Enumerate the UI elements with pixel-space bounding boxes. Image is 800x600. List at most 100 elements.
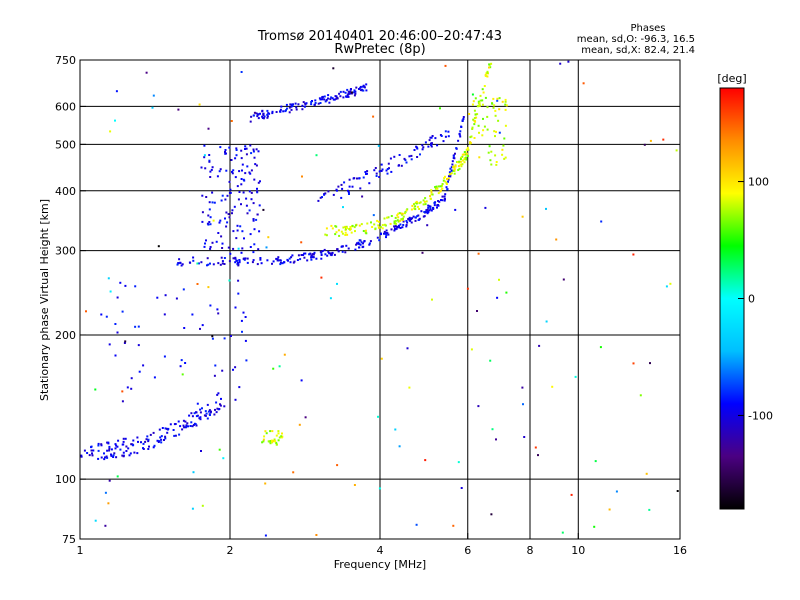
data-point: [358, 239, 361, 242]
data-point: [116, 331, 119, 334]
data-point: [114, 443, 117, 446]
data-point: [359, 243, 362, 246]
data-point: [199, 327, 201, 330]
data-point: [442, 179, 445, 182]
data-point: [298, 423, 301, 426]
data-point: [466, 287, 469, 290]
data-point: [116, 475, 119, 478]
data-point: [344, 234, 347, 236]
data-point: [204, 242, 206, 245]
data-point: [121, 310, 124, 313]
data-point: [327, 94, 330, 97]
data-point: [447, 180, 449, 183]
data-point: [362, 176, 365, 179]
data-point: [327, 190, 330, 193]
data-point: [215, 240, 218, 243]
data-point: [181, 373, 184, 376]
data-point: [450, 169, 453, 172]
data-point: [457, 161, 459, 164]
data-point: [454, 165, 457, 168]
data-point: [376, 236, 379, 239]
data-point: [396, 219, 399, 222]
data-point: [632, 362, 635, 365]
data-point: [324, 253, 327, 256]
data-point: [281, 432, 283, 435]
data-point: [260, 262, 263, 265]
data-point: [455, 147, 458, 150]
data-point: [211, 166, 214, 169]
data-point: [252, 150, 255, 153]
data-point: [349, 226, 352, 228]
data-point: [416, 215, 419, 218]
data-point: [387, 162, 390, 165]
data-point: [469, 142, 471, 145]
data-point: [179, 365, 182, 368]
data-point: [418, 217, 421, 220]
data-point: [444, 193, 447, 196]
data-point: [177, 420, 180, 423]
data-point: [257, 181, 260, 184]
data-point: [185, 425, 188, 428]
data-point: [121, 400, 124, 403]
data-point: [191, 507, 194, 510]
data-point: [574, 375, 577, 378]
data-point: [461, 155, 464, 158]
data-point: [401, 219, 404, 222]
data-point: [522, 403, 524, 406]
data-point: [582, 82, 585, 85]
data-point: [136, 436, 139, 439]
data-point: [112, 456, 115, 458]
data-point: [210, 168, 213, 171]
data-point: [274, 440, 277, 443]
data-point: [345, 227, 348, 230]
data-point: [213, 201, 216, 204]
data-point: [208, 159, 211, 162]
data-point: [147, 440, 150, 443]
data-point: [218, 448, 221, 451]
data-point: [217, 232, 220, 234]
data-point: [501, 100, 504, 103]
data-point: [429, 207, 432, 210]
data-point: [423, 211, 426, 213]
data-point: [167, 427, 170, 430]
data-point: [363, 240, 366, 242]
data-point: [252, 148, 255, 151]
data-point: [169, 423, 172, 426]
data-point: [277, 432, 280, 435]
data-point: [218, 170, 221, 173]
data-point: [197, 262, 200, 265]
data-point: [216, 308, 219, 311]
data-point: [107, 502, 110, 505]
data-point: [109, 130, 112, 133]
data-point: [314, 99, 317, 102]
data-point: [561, 531, 564, 534]
data-point: [290, 108, 293, 111]
data-point: [272, 260, 275, 263]
data-point: [378, 226, 381, 229]
data-point: [100, 443, 103, 446]
data-point: [97, 442, 100, 445]
data-point: [190, 412, 193, 415]
data-point: [347, 189, 349, 192]
data-point: [125, 445, 128, 448]
data-point: [267, 440, 270, 443]
data-point: [152, 94, 155, 97]
data-point: [115, 90, 118, 93]
data-point: [262, 438, 265, 441]
data-point: [85, 310, 87, 313]
data-point: [452, 524, 455, 527]
data-point: [492, 106, 495, 109]
data-point: [388, 167, 390, 170]
data-point: [393, 222, 396, 225]
data-point: [275, 434, 278, 437]
data-point: [275, 257, 278, 260]
data-point: [108, 445, 111, 448]
data-point: [482, 129, 485, 132]
data-point: [402, 224, 405, 226]
data-point: [157, 245, 160, 248]
data-point: [189, 425, 192, 427]
data-point: [366, 170, 369, 173]
data-point: [457, 165, 460, 168]
data-point: [348, 178, 351, 181]
